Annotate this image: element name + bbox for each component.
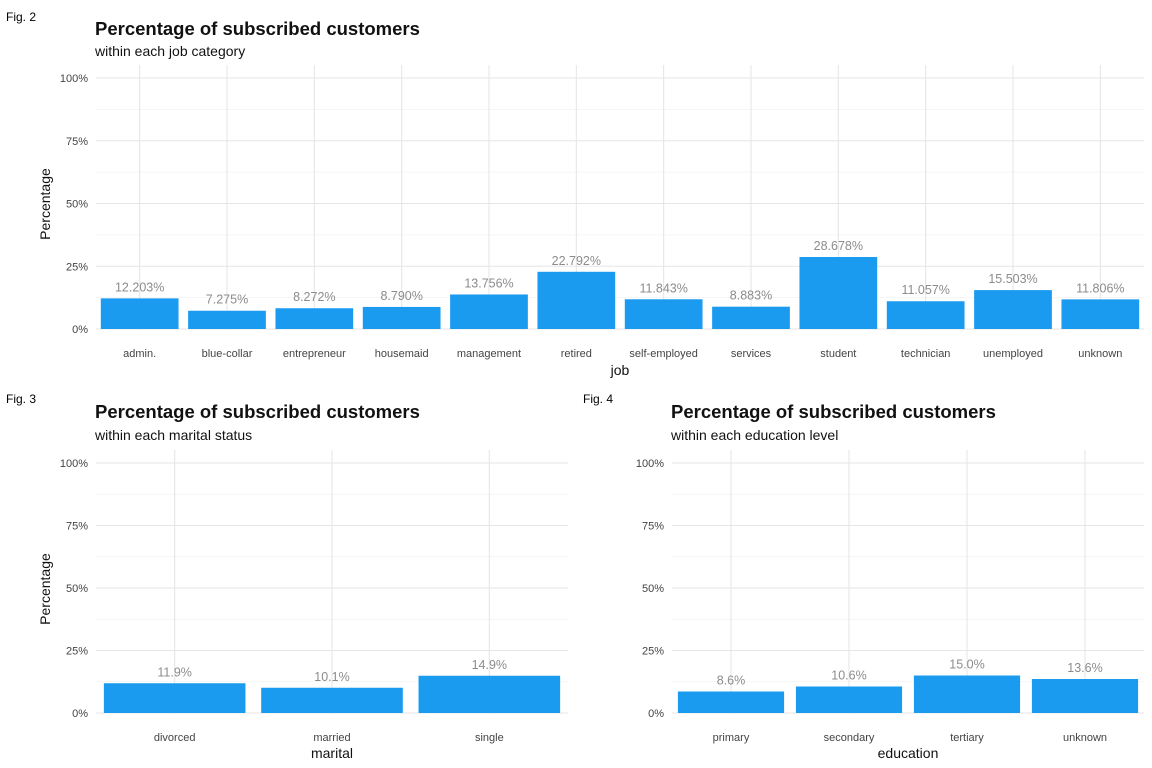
bar-services bbox=[712, 306, 790, 329]
x-tick-label: divorced bbox=[154, 732, 196, 744]
y-tick-label: 75% bbox=[642, 521, 664, 533]
data-label: 13.756% bbox=[464, 276, 513, 290]
bar-single bbox=[418, 675, 561, 713]
chart-subtitle: within each education level bbox=[670, 427, 838, 443]
y-tick-label: 100% bbox=[60, 73, 88, 85]
chart-subtitle: within each marital status bbox=[94, 427, 252, 443]
x-axis-label: job bbox=[610, 362, 630, 378]
x-tick-label: unknown bbox=[1078, 348, 1122, 360]
bar-student bbox=[799, 257, 878, 329]
x-tick-label: management bbox=[457, 348, 521, 360]
figure-label: Fig. 4 bbox=[583, 392, 613, 406]
x-tick-label: secondary bbox=[824, 732, 875, 744]
data-label: 8.272% bbox=[293, 290, 335, 304]
bar-self-employed bbox=[624, 299, 703, 329]
bar-entrepreneur bbox=[275, 308, 354, 329]
bar-admin bbox=[100, 298, 179, 329]
chart-title: Percentage of subscribed customers bbox=[671, 401, 996, 422]
data-label: 10.6% bbox=[831, 669, 866, 683]
x-tick-label: admin. bbox=[123, 348, 156, 360]
data-label: 11.9% bbox=[157, 665, 192, 679]
bar-housemaid bbox=[362, 306, 441, 329]
bar-primary bbox=[677, 691, 785, 713]
bar-management bbox=[450, 294, 528, 329]
bar-technician bbox=[886, 301, 965, 329]
data-label: 12.203% bbox=[115, 280, 164, 294]
x-tick-label: blue-collar bbox=[202, 348, 253, 360]
y-tick-label: 25% bbox=[66, 261, 88, 273]
y-tick-label: 0% bbox=[72, 324, 88, 336]
data-label: 28.678% bbox=[814, 239, 863, 253]
chart-title: Percentage of subscribed customers bbox=[95, 18, 420, 39]
y-tick-label: 0% bbox=[72, 708, 88, 720]
x-tick-label: self-employed bbox=[629, 348, 697, 360]
chart-panel-1: Fig. 2 Percentage of subscribed customers… bbox=[6, 10, 1144, 378]
bar-blue-collar bbox=[188, 310, 266, 329]
x-tick-label: technician bbox=[901, 348, 951, 360]
x-tick-label: unknown bbox=[1063, 732, 1107, 744]
figure-label: Fig. 3 bbox=[6, 392, 36, 406]
data-label: 7.275% bbox=[206, 293, 248, 307]
y-tick-label: 100% bbox=[60, 458, 88, 470]
x-tick-label: unemployed bbox=[983, 348, 1043, 360]
y-tick-label: 25% bbox=[66, 646, 88, 658]
x-tick-label: entrepreneur bbox=[283, 348, 346, 360]
bar-tertiary bbox=[913, 675, 1021, 713]
y-tick-label: 75% bbox=[66, 136, 88, 148]
y-tick-label: 75% bbox=[66, 521, 88, 533]
y-tick-label: 50% bbox=[642, 583, 664, 595]
bar-married bbox=[261, 687, 403, 713]
chart-title: Percentage of subscribed customers bbox=[95, 401, 420, 422]
data-label: 14.9% bbox=[472, 658, 507, 672]
bar-secondary bbox=[795, 686, 903, 713]
x-tick-label: tertiary bbox=[950, 732, 984, 744]
data-label: 11.843% bbox=[639, 281, 687, 295]
data-label: 11.806% bbox=[1076, 281, 1124, 295]
x-tick-label: married bbox=[313, 732, 350, 744]
x-tick-label: retired bbox=[561, 348, 592, 360]
data-label: 15.503% bbox=[988, 272, 1037, 286]
data-label: 8.883% bbox=[730, 289, 772, 303]
data-label: 8.6% bbox=[717, 674, 746, 688]
chart-subtitle: within each job category bbox=[94, 43, 245, 59]
chart-panel-3: Fig. 4 Percentage of subscribed customers… bbox=[583, 392, 1144, 761]
data-label: 13.6% bbox=[1067, 661, 1102, 675]
y-tick-label: 25% bbox=[642, 646, 664, 658]
data-label: 22.792% bbox=[552, 254, 601, 268]
bar-unknown bbox=[1061, 299, 1140, 329]
y-tick-label: 50% bbox=[66, 583, 88, 595]
x-axis-label: marital bbox=[311, 745, 353, 761]
x-axis-label: education bbox=[878, 745, 939, 761]
y-tick-label: 0% bbox=[648, 708, 664, 720]
x-tick-label: housemaid bbox=[375, 348, 429, 360]
figure-label: Fig. 2 bbox=[6, 10, 36, 24]
x-tick-label: services bbox=[731, 348, 772, 360]
bar-unknown bbox=[1031, 679, 1139, 713]
y-tick-label: 100% bbox=[636, 458, 664, 470]
data-label: 8.790% bbox=[380, 289, 422, 303]
bar-unemployed bbox=[974, 290, 1052, 329]
y-axis-label: Percentage bbox=[37, 553, 53, 625]
data-label: 11.057% bbox=[901, 283, 949, 297]
x-tick-label: student bbox=[820, 348, 856, 360]
bar-retired bbox=[537, 271, 616, 329]
x-tick-label: single bbox=[475, 732, 504, 744]
chart-panel-2: Fig. 3 Percentage of subscribed customers… bbox=[6, 392, 568, 761]
y-tick-label: 50% bbox=[66, 199, 88, 211]
bar-divorced bbox=[103, 683, 246, 713]
data-label: 10.1% bbox=[314, 670, 349, 684]
data-label: 15.0% bbox=[949, 658, 984, 672]
y-axis-label: Percentage bbox=[37, 168, 53, 240]
x-tick-label: primary bbox=[713, 732, 750, 744]
